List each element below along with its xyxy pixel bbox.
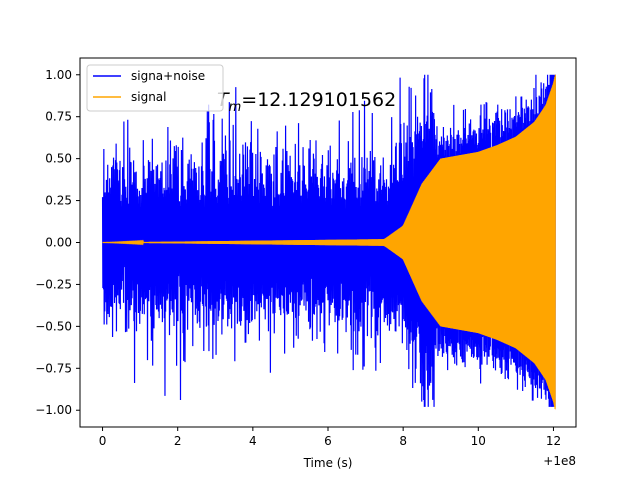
x-tick-label: 4 <box>249 434 257 448</box>
y-tick-label: −0.75 <box>35 361 72 375</box>
y-tick-label: 1.00 <box>45 68 72 82</box>
y-axis: −1.00 −0.75 −0.50 −0.25 0.00 0.25 0.50 0.75 1.00 <box>35 68 80 417</box>
x-tick-label: 10 <box>471 434 486 448</box>
legend-label-signal: signal <box>131 90 167 104</box>
series-layer <box>101 74 556 411</box>
y-tick-label: −1.00 <box>35 403 72 417</box>
x-tick-label: 2 <box>174 434 182 448</box>
y-tick-label: 0.50 <box>45 152 72 166</box>
x-tick-label: 8 <box>399 434 407 448</box>
x-axis-title: Time (s) <box>303 456 353 470</box>
legend: signa+noise signal <box>86 64 224 112</box>
annotation-value: =12.129101562 <box>241 89 396 111</box>
x-tick-label: 0 <box>99 434 107 448</box>
annotation-subscript: m <box>229 100 242 115</box>
legend-label-signa-noise: signa+noise <box>131 69 205 83</box>
y-tick-label: 0.75 <box>45 110 72 124</box>
x-axis: 0 2 4 6 8 10 12 <box>99 427 561 448</box>
x-tick-label: 6 <box>324 434 332 448</box>
series-signal-fill <box>102 74 556 411</box>
x-tick-label: 12 <box>546 434 561 448</box>
y-tick-label: 0.25 <box>45 194 72 208</box>
x-offset-text: +1e8 <box>543 454 576 468</box>
y-tick-label: −0.25 <box>35 277 72 291</box>
y-tick-label: −0.50 <box>35 319 72 333</box>
y-tick-label: 0.00 <box>45 236 72 250</box>
